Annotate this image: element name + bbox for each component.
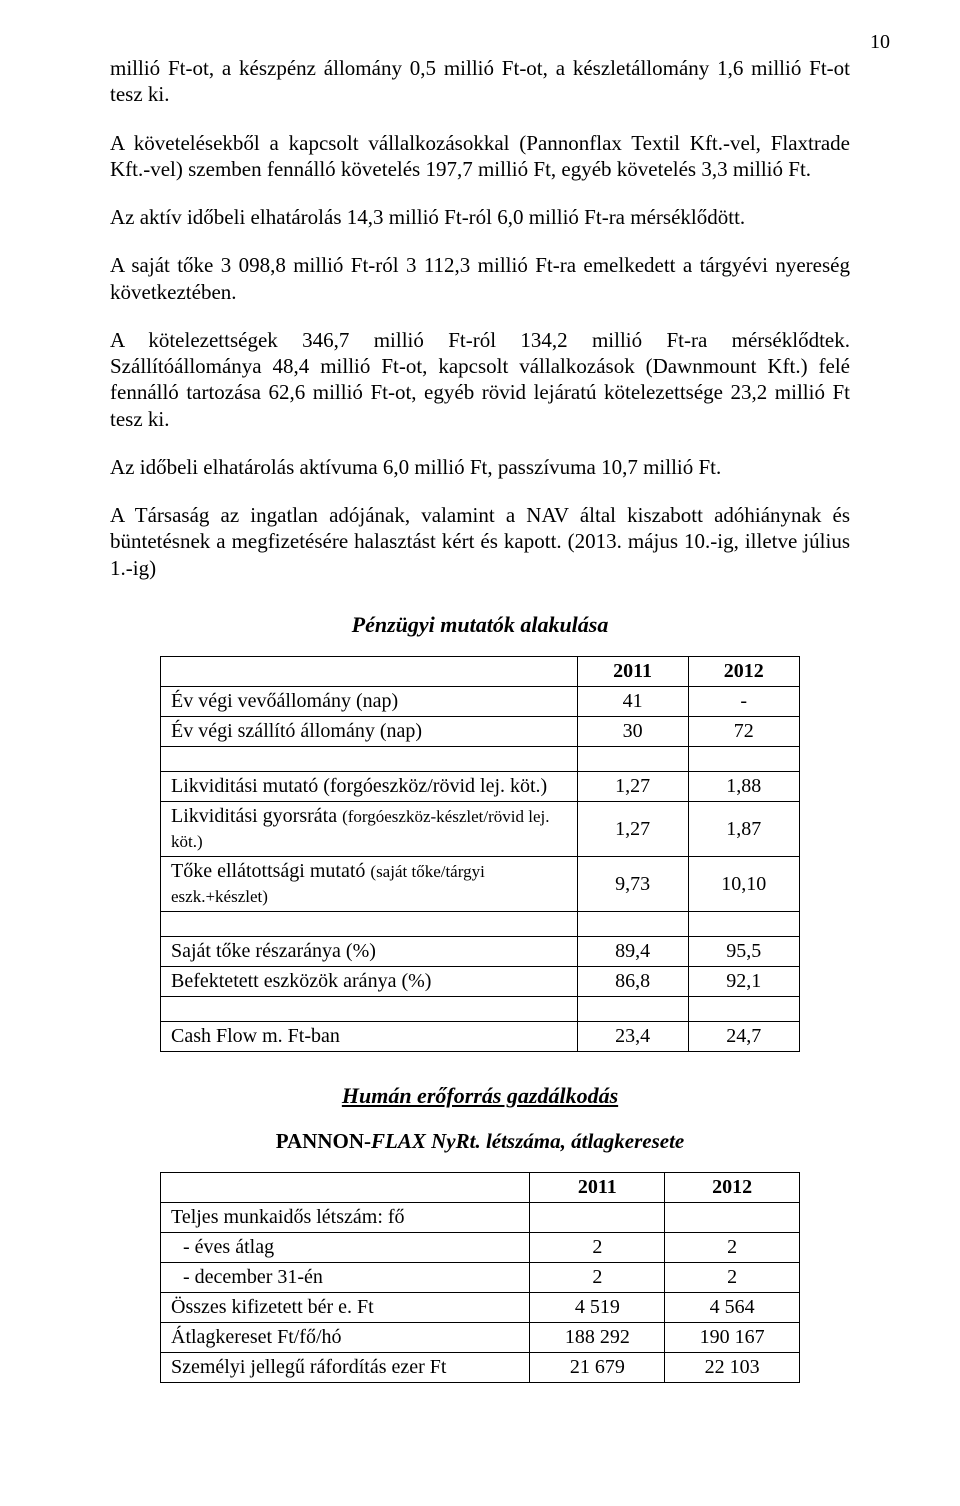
cell-label: Összes kifizetett bér e. Ft <box>161 1293 530 1323</box>
table-row: Saját tőke részaránya (%) 89,4 95,5 <box>161 937 800 967</box>
table-row: Összes kifizetett bér e. Ft 4 519 4 564 <box>161 1293 800 1323</box>
table-header-row: 2011 2012 <box>161 1173 800 1203</box>
table-row: Cash Flow m. Ft-ban 23,4 24,7 <box>161 1022 800 1052</box>
paragraph-6: Az időbeli elhatárolás aktívuma 6,0 mill… <box>110 454 850 480</box>
paragraph-4: A saját tőke 3 098,8 millió Ft-ról 3 112… <box>110 252 850 305</box>
paragraph-7: A Társaság az ingatlan adójának, valamin… <box>110 502 850 581</box>
cell-label: - december 31-én <box>161 1263 530 1293</box>
cell-value: 89,4 <box>577 937 688 967</box>
brand-title: PANNON-FLAX NyRt. létszáma, átlagkereset… <box>110 1128 850 1154</box>
table-row: - éves átlag 2 2 <box>161 1233 800 1263</box>
cell-label: Cash Flow m. Ft-ban <box>161 1022 578 1052</box>
blank-row <box>161 997 800 1022</box>
cell-value: 22 103 <box>665 1353 800 1383</box>
cell-value: 2 <box>665 1263 800 1293</box>
cell-value: 21 679 <box>530 1353 665 1383</box>
cell-value: 188 292 <box>530 1323 665 1353</box>
header-2012: 2012 <box>665 1173 800 1203</box>
table-row: Likviditási gyorsráta (forgóeszköz-készl… <box>161 802 800 857</box>
cell-value: 1,27 <box>577 802 688 857</box>
table-row: Év végi vevőállomány (nap) 41 - <box>161 687 800 717</box>
cell-value: 4 519 <box>530 1293 665 1323</box>
cell-label: Saját tőke részaránya (%) <box>161 937 578 967</box>
cell-value: 1,88 <box>688 772 799 802</box>
cell-label: - éves átlag <box>161 1233 530 1263</box>
cell-value: 72 <box>688 717 799 747</box>
cell-label: Tőke ellátottsági mutató (saját tőke/tár… <box>161 857 578 912</box>
table-row: Befektetett eszközök aránya (%) 86,8 92,… <box>161 967 800 997</box>
section-title-hr: Humán erőforrás gazdálkodás <box>110 1082 850 1110</box>
label-main: Likviditási gyorsráta <box>171 805 342 827</box>
hr-table: 2011 2012 Teljes munkaidős létszám: fő -… <box>160 1172 800 1383</box>
brand-pannon: PANNON- <box>276 1129 371 1153</box>
cell-value <box>665 1203 800 1233</box>
cell-value: - <box>688 687 799 717</box>
cell-value: 4 564 <box>665 1293 800 1323</box>
paragraph-2: A követelésekből a kapcsolt vállalkozáso… <box>110 130 850 183</box>
cell-value: 41 <box>577 687 688 717</box>
section-title-financial: Pénzügyi mutatók alakulása <box>110 611 850 639</box>
cell-value: 10,10 <box>688 857 799 912</box>
table-row: - december 31-én 2 2 <box>161 1263 800 1293</box>
header-2012: 2012 <box>688 657 799 687</box>
header-empty <box>161 1173 530 1203</box>
cell-label: Személyi jellegű ráfordítás ezer Ft <box>161 1353 530 1383</box>
header-empty <box>161 657 578 687</box>
table-row: Átlagkereset Ft/fő/hó 188 292 190 167 <box>161 1323 800 1353</box>
cell-value: 92,1 <box>688 967 799 997</box>
cell-value: 95,5 <box>688 937 799 967</box>
cell-value: 190 167 <box>665 1323 800 1353</box>
financial-table: 2011 2012 Év végi vevőállomány (nap) 41 … <box>160 656 800 1052</box>
cell-label: Átlagkereset Ft/fő/hó <box>161 1323 530 1353</box>
cell-value: 1,27 <box>577 772 688 802</box>
cell-label: Év végi vevőállomány (nap) <box>161 687 578 717</box>
cell-value: 2 <box>530 1263 665 1293</box>
table-row: Tőke ellátottsági mutató (saját tőke/tár… <box>161 857 800 912</box>
cell-label: Év végi szállító állomány (nap) <box>161 717 578 747</box>
cell-label: Befektetett eszközök aránya (%) <box>161 967 578 997</box>
cell-value: 2 <box>665 1233 800 1263</box>
cell-value: 2 <box>530 1233 665 1263</box>
paragraph-1: millió Ft-ot, a készpénz állomány 0,5 mi… <box>110 55 850 108</box>
blank-row <box>161 747 800 772</box>
cell-value <box>530 1203 665 1233</box>
header-2011: 2011 <box>577 657 688 687</box>
cell-label: Likviditási mutató (forgóeszköz/rövid le… <box>161 772 578 802</box>
label-main: Tőke ellátottsági mutató <box>171 860 370 882</box>
cell-value: 24,7 <box>688 1022 799 1052</box>
table-row: Teljes munkaidős létszám: fő <box>161 1203 800 1233</box>
cell-value: 23,4 <box>577 1022 688 1052</box>
table-row: Év végi szállító állomány (nap) 30 72 <box>161 717 800 747</box>
cell-value: 86,8 <box>577 967 688 997</box>
cell-label: Teljes munkaidős létszám: fő <box>161 1203 530 1233</box>
document-page: 10 millió Ft-ot, a készpénz állomány 0,5… <box>0 0 960 1506</box>
paragraph-5: A kötelezettségek 346,7 millió Ft-ról 13… <box>110 327 850 432</box>
blank-row <box>161 912 800 937</box>
cell-label: Likviditási gyorsráta (forgóeszköz-készl… <box>161 802 578 857</box>
cell-value: 30 <box>577 717 688 747</box>
page-number: 10 <box>870 30 890 55</box>
table-row: Likviditási mutató (forgóeszköz/rövid le… <box>161 772 800 802</box>
cell-value: 1,87 <box>688 802 799 857</box>
paragraph-3: Az aktív időbeli elhatárolás 14,3 millió… <box>110 204 850 230</box>
header-2011: 2011 <box>530 1173 665 1203</box>
table-row: Személyi jellegű ráfordítás ezer Ft 21 6… <box>161 1353 800 1383</box>
table-header-row: 2011 2012 <box>161 657 800 687</box>
cell-value: 9,73 <box>577 857 688 912</box>
brand-suffix: FLAX NyRt. létszáma, átlagkeresete <box>371 1129 684 1153</box>
